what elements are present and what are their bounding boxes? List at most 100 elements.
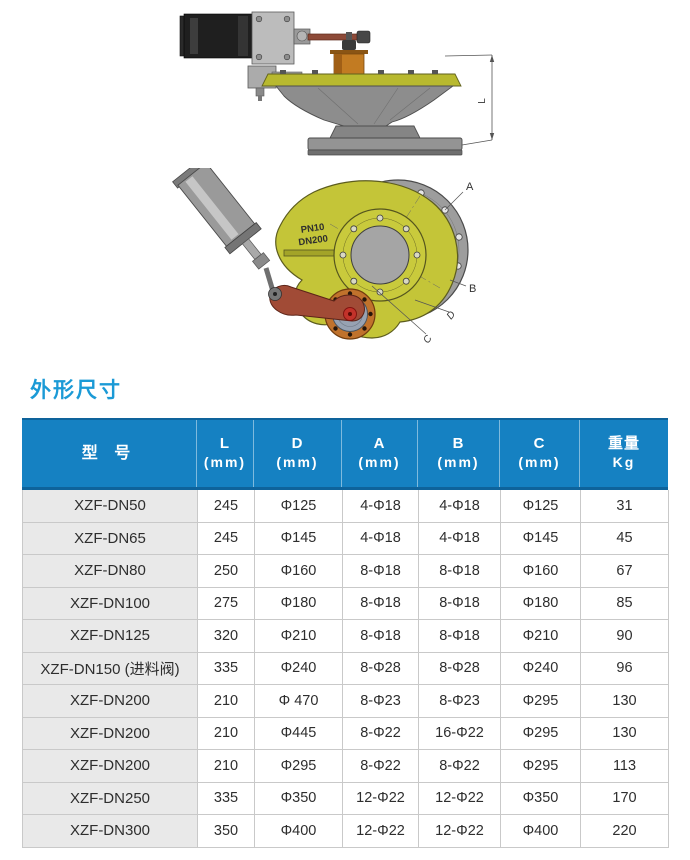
dimensions-table: 型 号 L (mm) D (mm) A (mm) B (mm) C (mm) 重量 Kg XZF-DN5…: [22, 418, 669, 848]
value-cell: 8-Φ18: [343, 555, 419, 588]
value-cell: 210: [198, 750, 255, 783]
column-header: D (mm): [254, 420, 342, 487]
column-header-label: C: [533, 435, 546, 453]
value-cell: Φ145: [255, 522, 343, 555]
value-cell: 8-Φ18: [343, 620, 419, 653]
value-cell: Φ295: [501, 750, 581, 783]
valve-body-cone: [275, 85, 463, 156]
table-row: XZF-DN200 210 Φ295 8-Φ22 8-Φ22 Φ295 113: [23, 750, 669, 783]
table-row: XZF-DN200 210 Φ 470 8-Φ23 8-Φ23 Φ295 130: [23, 685, 669, 718]
column-header: 型 号: [22, 420, 197, 487]
value-cell: Φ350: [255, 782, 343, 815]
lever-arm: [268, 284, 365, 322]
column-header: 重量 Kg: [580, 420, 668, 487]
pneumatic-cylinder-front: [172, 168, 271, 270]
table-row: XZF-DN50 245 Φ125 4-Φ18 4-Φ18 Φ125 31: [23, 490, 669, 523]
value-cell: Φ295: [501, 685, 581, 718]
table-row: XZF-DN150 (进料阀) 335 Φ240 8-Φ28 8-Φ28 Φ240 96: [23, 652, 669, 685]
value-cell: 4-Φ18: [343, 490, 419, 523]
value-cell: 210: [198, 685, 255, 718]
value-cell: 31: [581, 490, 669, 523]
value-cell: 250: [198, 555, 255, 588]
value-cell: Φ180: [501, 587, 581, 620]
valve-side-view-drawing: L: [179, 11, 495, 156]
dimension-L: L: [444, 54, 495, 146]
value-cell: Φ160: [255, 555, 343, 588]
ref-label-B: B: [469, 283, 476, 295]
value-cell: Φ240: [501, 652, 581, 685]
housing-slot: [283, 249, 335, 257]
value-cell: 130: [581, 717, 669, 750]
value-cell: 96: [581, 652, 669, 685]
value-cell: 170: [581, 782, 669, 815]
table-row: XZF-DN100 275 Φ180 8-Φ18 8-Φ18 Φ180 85: [23, 587, 669, 620]
column-header-label: 重量: [607, 435, 640, 453]
value-cell: 45: [581, 522, 669, 555]
size-marking: DN200: [298, 233, 329, 248]
value-cell: Φ145: [501, 522, 581, 555]
value-cell: 245: [198, 522, 255, 555]
model-cell: XZF-DN80: [23, 555, 198, 588]
table-row: XZF-DN80 250 Φ160 8-Φ18 8-Φ18 Φ160 67: [23, 555, 669, 588]
column-header: C (mm): [500, 420, 580, 487]
value-cell: 67: [581, 555, 669, 588]
value-cell: 320: [198, 620, 255, 653]
value-cell: Φ210: [255, 620, 343, 653]
column-header-label: L: [219, 435, 231, 453]
section-title: 外形尺寸: [30, 379, 122, 402]
table-row: XZF-DN300 350 Φ400 12-Φ22 12-Φ22 Φ400 220: [23, 815, 669, 848]
value-cell: 130: [581, 685, 669, 718]
column-header-unit: (mm): [358, 454, 401, 471]
table-row: XZF-DN200 210 Φ445 8-Φ22 16-Φ22 Φ295 130: [23, 717, 669, 750]
column-header-unit: Kg: [612, 454, 636, 471]
model-cell: XZF-DN200: [23, 685, 198, 718]
model-cell: XZF-DN250: [23, 782, 198, 815]
column-header-unit: (mm): [203, 454, 247, 471]
model-cell: XZF-DN200: [23, 717, 198, 750]
table-header-row: 型 号 L (mm) D (mm) A (mm) B (mm) C (mm) 重量 Kg: [22, 418, 668, 490]
value-cell: 8-Φ18: [419, 620, 501, 653]
column-header-label: 型 号: [81, 444, 137, 462]
value-cell: 8-Φ18: [419, 587, 501, 620]
table-row: XZF-DN65 245 Φ145 4-Φ18 4-Φ18 Φ145 45: [23, 522, 669, 555]
value-cell: 4-Φ18: [419, 490, 501, 523]
valve-front-view-drawing: PN10 DN200: [172, 168, 476, 346]
value-cell: 8-Φ22: [419, 750, 501, 783]
value-cell: 8-Φ28: [343, 652, 419, 685]
model-cell: XZF-DN125: [23, 620, 198, 653]
value-cell: 8-Φ23: [343, 685, 419, 718]
value-cell: 210: [198, 717, 255, 750]
model-cell: XZF-DN200: [23, 750, 198, 783]
value-cell: 12-Φ22: [343, 782, 419, 815]
column-header-label: A: [373, 435, 386, 453]
value-cell: Φ180: [255, 587, 343, 620]
value-cell: Φ445: [255, 717, 343, 750]
value-cell: Φ400: [501, 815, 581, 848]
value-cell: Φ400: [255, 815, 343, 848]
value-cell: Φ160: [501, 555, 581, 588]
value-cell: 8-Φ18: [419, 555, 501, 588]
model-cell: XZF-DN100: [23, 587, 198, 620]
model-cell: XZF-DN50: [23, 490, 198, 523]
value-cell: 85: [581, 587, 669, 620]
table-row: XZF-DN125 320 Φ210 8-Φ18 8-Φ18 Φ210 90: [23, 620, 669, 653]
value-cell: Φ 470: [255, 685, 343, 718]
column-header: A (mm): [342, 420, 418, 487]
value-cell: 90: [581, 620, 669, 653]
value-cell: 8-Φ23: [419, 685, 501, 718]
value-cell: 16-Φ22: [419, 717, 501, 750]
value-cell: 220: [581, 815, 669, 848]
value-cell: 12-Φ22: [419, 815, 501, 848]
column-header-label: D: [291, 435, 304, 453]
value-cell: 275: [198, 587, 255, 620]
column-header-unit: (mm): [276, 454, 319, 471]
model-cell: XZF-DN300: [23, 815, 198, 848]
value-cell: Φ125: [501, 490, 581, 523]
model-cell: XZF-DN150 (进料阀): [23, 652, 198, 685]
value-cell: 12-Φ22: [419, 782, 501, 815]
value-cell: Φ295: [501, 717, 581, 750]
value-cell: 8-Φ22: [343, 750, 419, 783]
table-row: XZF-DN250 335 Φ350 12-Φ22 12-Φ22 Φ350 170: [23, 782, 669, 815]
cylinder-head-block: [251, 11, 295, 65]
